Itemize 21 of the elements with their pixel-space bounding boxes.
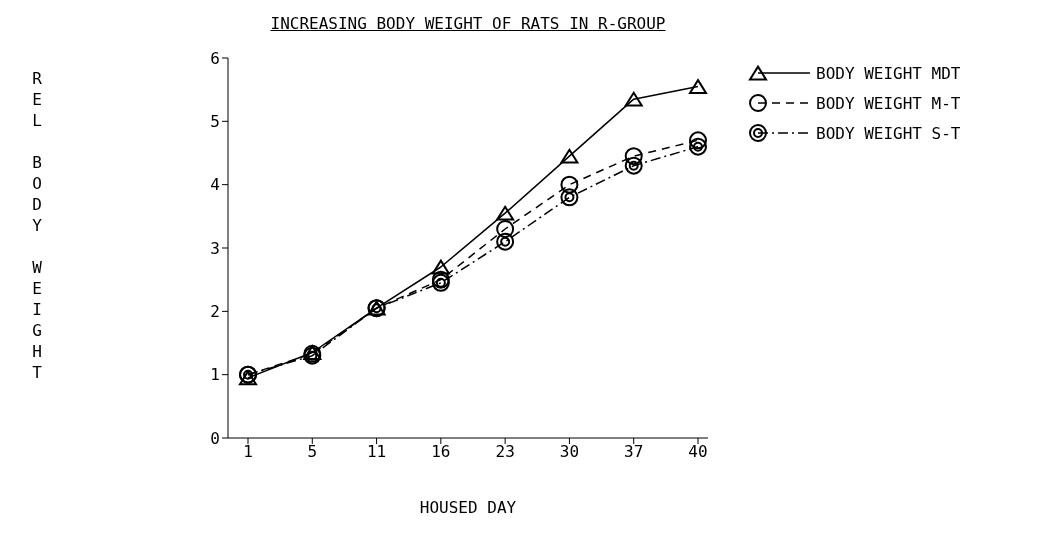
chart-title: INCREASING BODY WEIGHT OF RATS IN R-GROUP [270, 14, 666, 33]
x-tick-label: 1 [243, 442, 253, 462]
y-tick-label: 6 [210, 48, 220, 68]
legend-label: BODY WEIGHT MDT [816, 63, 961, 83]
x-tick-label: 11 [366, 442, 387, 462]
x-tick-label: 5 [307, 442, 318, 462]
y-tick-label: 5 [210, 112, 220, 132]
x-tick-label: 37 [624, 442, 644, 462]
y-tick-label: 2 [210, 302, 220, 322]
x-axis-title: HOUSED DAY [418, 498, 518, 517]
y-tick-label: 4 [210, 175, 220, 195]
y-tick-label: 1 [210, 365, 220, 385]
y-tick-label: 3 [210, 238, 220, 258]
x-tick-label: 40 [688, 442, 708, 462]
x-tick-label: 16 [431, 442, 451, 462]
y-tick-label: 0 [210, 428, 220, 448]
legend-label: BODY WEIGHT S-T [816, 123, 961, 143]
x-tick-label: 23 [495, 442, 515, 462]
legend-label: BODY WEIGHT M-T [816, 93, 961, 113]
x-tick-label: 30 [559, 442, 580, 462]
text: REL BODY WEIGHT [32, 69, 42, 382]
